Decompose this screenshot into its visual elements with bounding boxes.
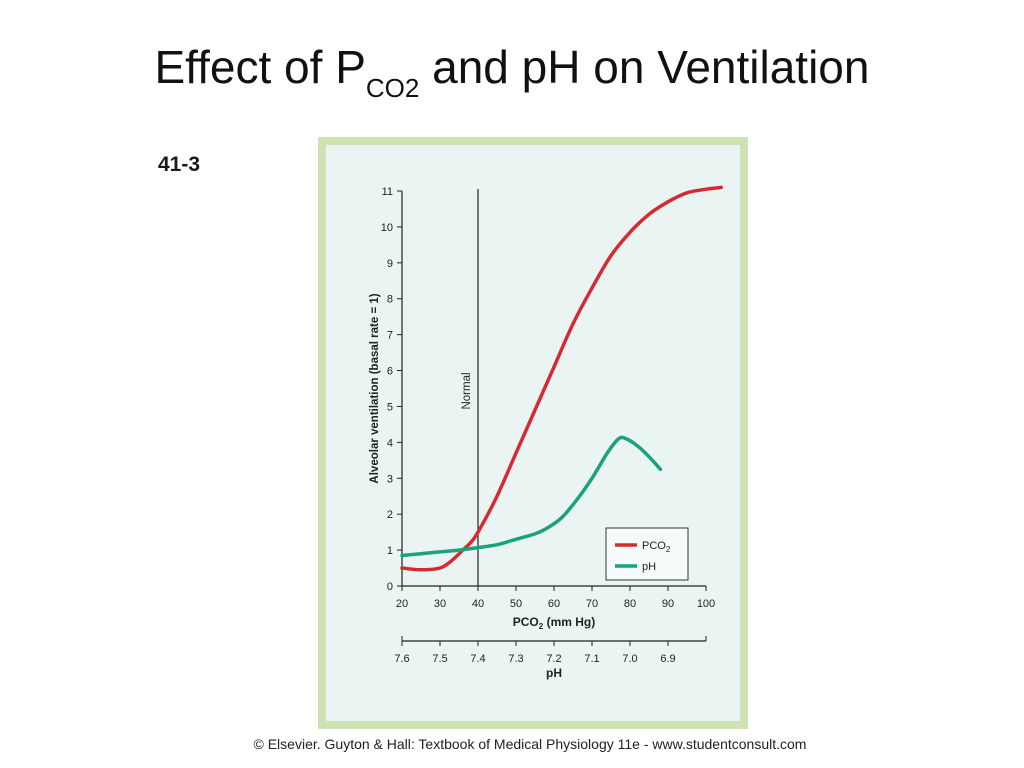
ph-tick-label: 7.3 [508,653,523,665]
x-tick-label: 60 [548,598,560,610]
series-line-pco2 [400,185,723,572]
chart-panel: 0 1 2 3 4 5 6 7 8 9 10 11 20 30 40 50 60 70 80 90 100 PCO2 (m… [326,145,740,721]
ph-tick-label: 7.1 [584,653,599,665]
x-tick-label: 30 [434,598,446,610]
x-tick-label: 50 [510,598,522,610]
x-tick-label: 40 [472,598,484,610]
x-tick-label: 20 [396,598,408,610]
y-tick-label: 1 [387,545,393,557]
x-tick-label: 100 [697,598,715,610]
legend-box [605,527,689,581]
ph-axis-label: pH [546,666,562,680]
normal-line-label: Normal [461,372,473,409]
title-rest: and pH on Ventilation [419,41,870,93]
ph-tick-label: 7.5 [432,653,447,665]
legend-label-pco2: PCO2 [642,540,671,554]
series-line-ph [400,435,663,558]
y-tick-label: 8 [387,294,393,306]
ph-tick-label: 7.0 [622,653,637,665]
y-tick-label: 0 [387,581,393,593]
ph-tick-label: 7.4 [470,653,485,665]
y-tick-label: 4 [387,437,393,449]
copyright-credit: © Elsevier. Guyton & Hall: Textbook of M… [253,736,807,752]
slide-title: Effect of PCO2 and pH on Ventilation [0,41,1024,101]
ph-tick-label: 7.2 [546,653,561,665]
x-axis-label: PCO2 (mm Hg) [513,615,595,631]
title-subscript: CO2 [365,73,420,103]
y-tick-label: 2 [387,509,393,521]
title-main: Effect of P [154,41,366,93]
y-tick-label: 3 [387,473,393,485]
y-tick-label: 6 [387,366,393,378]
y-tick-label: 7 [387,330,393,342]
ph-tick-label: 7.6 [394,653,409,665]
chart: 0 1 2 3 4 5 6 7 8 9 10 11 20 30 40 50 60 70 80 90 100 PCO2 (m… [369,185,723,680]
y-axis-label: Alveolar ventilation (basal rate = 1) [369,293,381,483]
y-tick-label: 9 [387,258,393,270]
chart-frame: 0 1 2 3 4 5 6 7 8 9 10 11 20 30 40 50 60 70 80 90 100 PCO2 (m… [318,137,748,729]
figure-label: 41-3 [158,153,201,176]
x-tick-label: 70 [586,598,598,610]
legend-label-ph: pH [642,561,656,573]
x-tick-label: 80 [624,598,636,610]
y-tick-label: 10 [381,222,393,234]
ph-tick-label: 6.9 [660,653,675,665]
y-tick-label: 11 [382,186,393,198]
x-tick-label: 90 [662,598,674,610]
y-tick-label: 5 [387,401,393,413]
